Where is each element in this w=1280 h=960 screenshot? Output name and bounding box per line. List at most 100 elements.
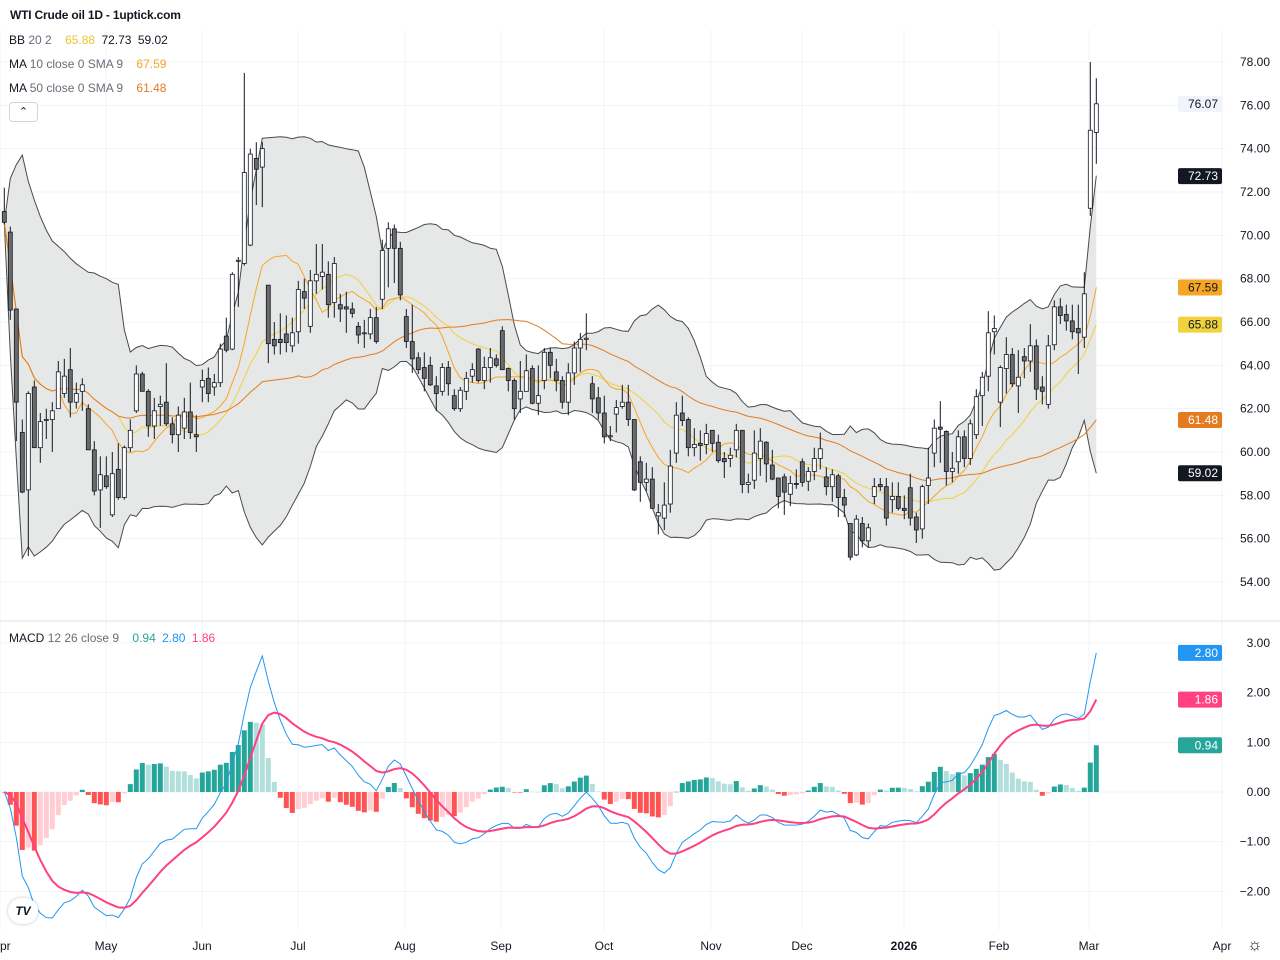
candle-body [223,335,229,351]
macd-histogram-bar [583,775,589,792]
candle-body [91,449,97,492]
candle-body [235,259,241,262]
macd-histogram-bar [1093,745,1099,792]
macd-histogram-bar [589,783,595,792]
candle-body [1051,306,1057,346]
macd-histogram-bar [67,792,73,801]
last-price-tag-text: 76.07 [1188,97,1218,111]
time-axis-label: 2026 [891,939,918,953]
candle [889,482,895,513]
gear-icon[interactable]: ☼ [1247,935,1263,954]
macd-histogram-bar [601,792,607,800]
macd-axis-label: 1.00 [1247,735,1271,749]
signal-tag-text: 1.86 [1195,693,1219,707]
candle-body [175,414,181,436]
candle [541,348,547,390]
candle [973,389,979,440]
macd-histogram-bar [991,753,997,792]
candle-body [553,371,559,381]
macd-axis-label: 2.00 [1247,686,1271,700]
candle-body [271,338,277,347]
candle-body [793,483,799,485]
candle [655,504,661,535]
candle [37,413,43,463]
macd-line [3,652,1097,919]
macd-histogram-bar [607,792,613,804]
chevron-up-icon: ⌃ [18,106,29,118]
candle [1051,300,1057,351]
price-axis-label: 62.00 [1240,402,1270,416]
candle-body [211,382,217,388]
candle [1057,298,1063,325]
price-axis-label: 56.00 [1240,532,1270,546]
candle-body [37,421,43,449]
macd-histogram-bar [361,792,367,813]
candle [1045,335,1051,409]
bb-lower-tag: 59.02 [1178,465,1222,482]
macd-histogram-bar [553,784,559,792]
collapse-legend-button[interactable]: ⌃ [9,102,38,122]
candle-body [1015,376,1021,387]
macd-histogram-bar [985,757,991,792]
legend-bb[interactable]: BB 20 2 65.88 72.73 59.02 [9,33,168,47]
legend-macd[interactable]: MACD 12 26 close 9 0.94 2.80 1.86 [9,631,215,645]
macd-histogram-bar [697,779,703,792]
time-axis-label: May [95,939,118,953]
legend-ma50[interactable]: MA 50 close 0 SMA 9 61.48 [9,81,166,95]
candle [493,354,499,368]
candle-body [967,423,973,459]
candle [67,348,73,418]
candle-body [439,367,445,392]
price-axis-label: 68.00 [1240,272,1270,286]
candle-body [721,458,727,463]
candle-body [1027,345,1033,362]
candle [163,363,169,427]
macd-histogram-bar [301,792,307,808]
candle [865,523,871,548]
candle [577,332,583,372]
candle-body [985,332,991,377]
candle [667,449,673,513]
candle [907,473,913,526]
candle [409,304,415,373]
candle-body [877,484,883,488]
macd-histogram-bar [757,785,763,792]
macd-axis-label: 3.00 [1247,636,1271,650]
macd-histogram-bar [421,792,427,819]
candle [61,358,67,398]
candle-body [19,432,25,493]
candle [841,488,847,518]
macd-histogram-bar [319,792,325,799]
candle-body [685,419,691,449]
candle-body [841,497,847,506]
macd-histogram-bar [79,789,85,792]
candle-body [151,410,157,427]
candle [337,293,343,323]
candle [997,365,1003,428]
price-axis-label: 76.00 [1240,98,1270,112]
candle [631,419,637,492]
macd-histogram-bar [1009,772,1015,792]
candle-body [169,423,175,436]
candle-body [1003,354,1009,369]
candle [145,389,151,437]
bb-lower-line [3,222,1097,571]
candle-body [919,486,925,530]
candle-body [301,291,307,299]
candle-body [775,477,781,497]
macd-histogram-bar [763,786,769,792]
tradingview-logo[interactable]: TV [8,898,38,924]
candle-body [955,436,961,463]
macd-histogram-bar [739,787,745,792]
candle [811,447,817,481]
candle [535,365,541,416]
macd-histogram-bar [295,792,301,810]
candle [955,430,961,474]
candle [253,142,259,206]
macd-histogram-bar [493,787,499,792]
legend-ma10[interactable]: MA 10 close 0 SMA 9 67.59 [9,57,166,71]
candle [235,257,241,307]
macd-histogram-bar [481,792,487,795]
macd-histogram-bar [337,792,343,803]
